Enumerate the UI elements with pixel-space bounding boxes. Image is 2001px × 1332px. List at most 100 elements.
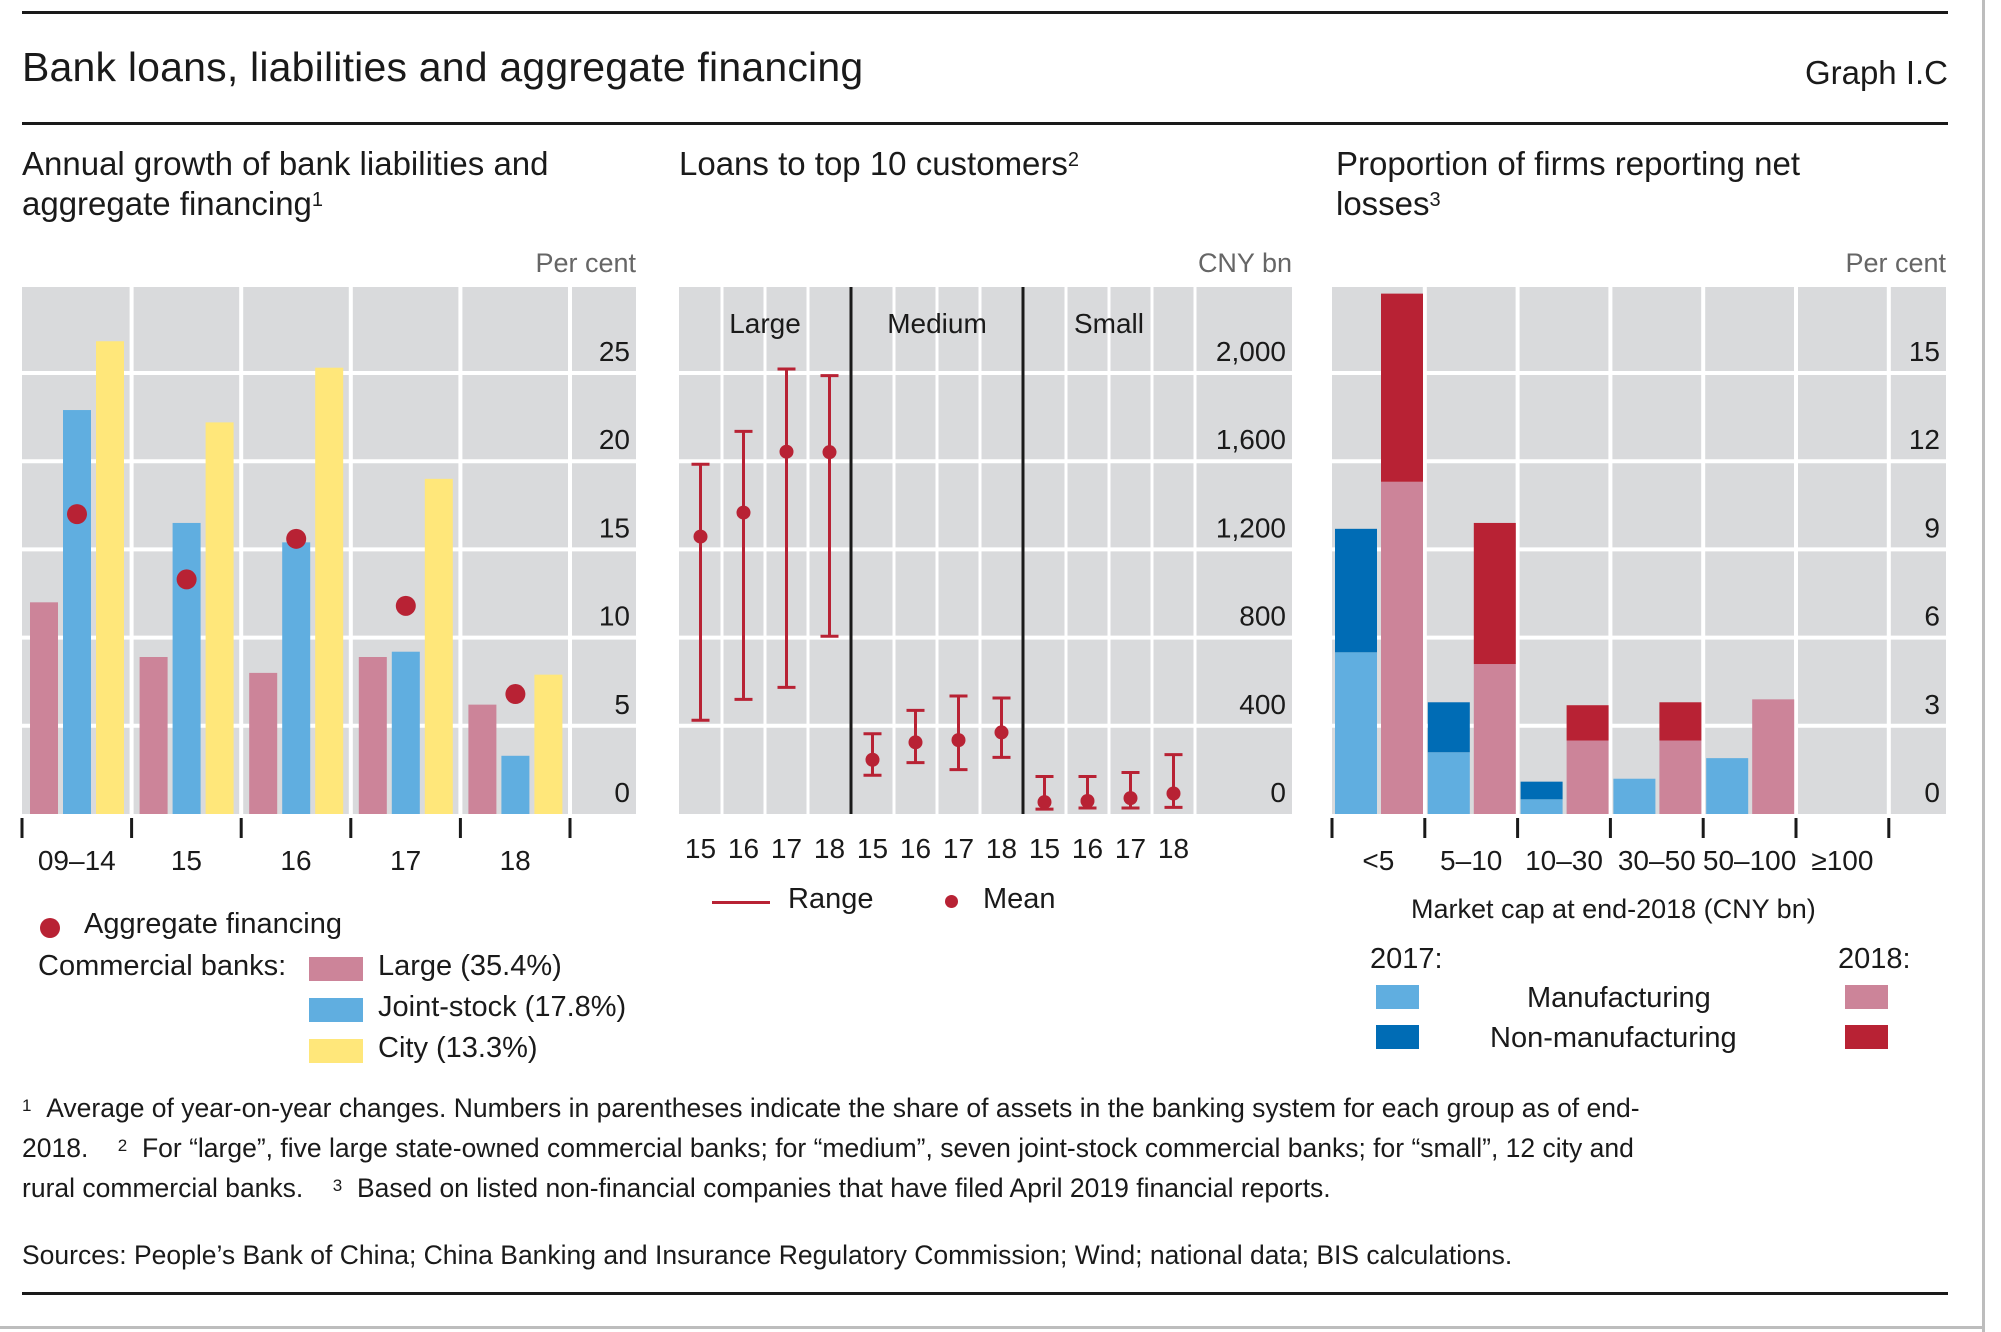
bar-2017-manufacturing	[1427, 752, 1470, 814]
footnote-1-text: Average of year-on-year changes. Numbers…	[46, 1093, 1640, 1123]
footnote-marker-3: 3	[332, 1176, 343, 1195]
middle-y-tick-label: 400	[1239, 689, 1286, 720]
aggregate-financing-dot	[176, 569, 197, 590]
footnote-line-2: 2018. 2 For “large”, five large state-ow…	[22, 1128, 1952, 1168]
left-y-tick-label: 20	[599, 424, 630, 455]
right-title-line2: losses	[1336, 185, 1430, 222]
bar-2018-manufacturing	[1659, 740, 1702, 814]
middle-x-tick-label: 15	[857, 833, 888, 864]
mean-dot	[693, 529, 708, 544]
aggregate-financing-dot	[395, 595, 416, 616]
left-bar-joint-stock	[282, 542, 311, 814]
footnote-2-text: For “large”, five large state-owned comm…	[141, 1133, 1634, 1163]
left-x-tick-label: 17	[390, 845, 421, 876]
right-y-tick-label: 12	[1909, 424, 1940, 455]
left-x-tick-label: 15	[171, 845, 202, 876]
left-y-tick-label: 15	[599, 512, 630, 543]
middle-unit-label: CNY bn	[1197, 248, 1292, 278]
middle-y-tick-label: 800	[1239, 601, 1286, 632]
left-bar-city	[205, 422, 234, 814]
bar-2018-manufacturing	[1473, 664, 1516, 814]
left-x-tick-label: 18	[500, 845, 531, 876]
legend-non-manufacturing: Non-manufacturing	[1490, 1022, 1737, 1054]
swatch-2017-non-manufacturing	[1376, 1025, 1419, 1049]
right-y-tick-label: 3	[1924, 689, 1940, 720]
left-y-tick-label: 0	[614, 777, 630, 808]
bar-2017-manufacturing	[1520, 799, 1563, 814]
middle-x-tick-label: 18	[986, 833, 1017, 864]
legend-range: Range	[788, 883, 874, 915]
legend-joint-stock: Joint-stock (17.8%)	[378, 991, 627, 1023]
middle-y-tick-label: 2,000	[1216, 336, 1286, 367]
middle-panel-title: Loans to top 10 customers2	[679, 144, 1079, 184]
footnote-marker-1: 1	[22, 1096, 32, 1115]
right-x-tick-label: <5	[1362, 845, 1394, 876]
footnote-line-1: 1 Average of year-on-year changes. Numbe…	[22, 1088, 1952, 1128]
bar-2018-manufacturing	[1566, 740, 1609, 814]
mean-dot	[865, 752, 880, 767]
aggregate-financing-dot-icon	[40, 918, 60, 938]
mean-dot	[1166, 786, 1181, 801]
bar-2017-non-manufacturing	[1427, 702, 1470, 753]
left-bar-joint-stock	[501, 755, 530, 814]
left-unit-label: Per cent	[535, 248, 636, 278]
sources: Sources: People’s Bank of China; China B…	[22, 1240, 1513, 1270]
bar-2018-non-manufacturing	[1381, 293, 1423, 482]
left-bar-large	[468, 704, 497, 814]
legend-year-2018: 2018:	[1838, 943, 1911, 975]
legend-manufacturing: Manufacturing	[1527, 982, 1711, 1014]
middle-y-tick-label: 0	[1270, 777, 1286, 808]
left-bar-city	[424, 478, 453, 814]
footnote-line-3: rural commercial banks. 3 Based on liste…	[22, 1168, 1952, 1208]
legend-city: City (13.3%)	[378, 1032, 538, 1064]
legend-mean: Mean	[983, 883, 1056, 915]
group-label-medium: Medium	[887, 308, 987, 339]
group-label-large: Large	[729, 308, 801, 339]
graph-id: Graph I.C	[1804, 54, 1948, 91]
legend-aggregate-financing: Aggregate financing	[84, 908, 342, 940]
left-bar-joint-stock	[172, 522, 201, 814]
group-label-small: Small	[1074, 308, 1144, 339]
swatch-2017-manufacturing	[1376, 985, 1419, 1009]
middle-x-tick-label: 17	[771, 833, 802, 864]
left-title-line1: Annual growth of bank liabilities and	[22, 145, 549, 182]
top-rule	[22, 11, 1948, 14]
footnote-ref-1: 1	[311, 189, 324, 211]
right-x-tick-label: ≥100	[1811, 845, 1873, 876]
left-bar-city	[315, 367, 344, 814]
legend-commercial-banks-label: Commercial banks:	[38, 950, 287, 982]
left-x-tick-label: 16	[280, 845, 311, 876]
middle-y-tick-label: 1,600	[1216, 424, 1286, 455]
left-panel-title: Annual growth of bank liabilities and ag…	[22, 144, 549, 224]
bar-2018-manufacturing	[1752, 699, 1795, 814]
bottom-rule	[22, 1292, 1948, 1295]
footnote-3-text: Based on listed non-financial companies …	[356, 1173, 1331, 1203]
right-x-tick-label: 30–50	[1618, 845, 1696, 876]
left-bar-large	[249, 672, 278, 814]
right-x-tick-label: 5–10	[1440, 845, 1502, 876]
left-bar-large	[358, 657, 387, 814]
header-rule	[22, 122, 1948, 125]
right-y-tick-label: 0	[1924, 777, 1940, 808]
footnote-marker-2: 2	[117, 1136, 128, 1155]
bar-2017-non-manufacturing	[1520, 781, 1563, 800]
footnote-ref-3: 3	[1429, 189, 1441, 211]
middle-title-text: Loans to top 10 customers	[679, 145, 1068, 182]
charts-canvas: 0 5 10 15 20 25 09–14 15 16 17 18 0 400 800 1,200 1,600…	[20, 287, 1946, 876]
graph-title: Bank loans, liabilities and aggregate fi…	[22, 44, 864, 90]
right-y-tick-label: 15	[1909, 336, 1940, 367]
right-panel-title: Proportion of firms reporting net losses…	[1336, 144, 1800, 224]
middle-x-tick-label: 18	[1158, 833, 1189, 864]
left-title-line2: aggregate financing	[22, 185, 312, 222]
left-bar-city	[96, 341, 124, 814]
mean-dot	[994, 725, 1009, 740]
swatch-joint-stock	[309, 998, 363, 1022]
left-y-tick-label: 25	[599, 336, 630, 367]
aggregate-financing-dot	[67, 504, 87, 525]
footnote-2-end: rural commercial banks.	[22, 1173, 304, 1203]
mean-dot	[1080, 793, 1095, 808]
left-bar-joint-stock	[63, 410, 91, 814]
bar-2018-manufacturing	[1381, 481, 1423, 814]
left-bar-city	[534, 674, 563, 814]
footnote-1-end: 2018.	[22, 1133, 89, 1163]
